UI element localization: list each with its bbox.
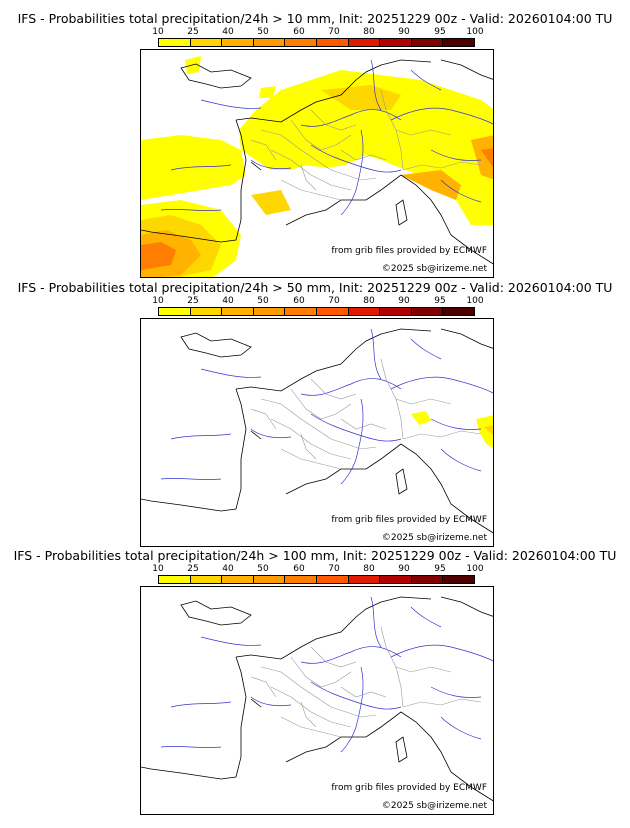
colorbar-swatch [222,576,254,583]
panel-10mm: IFS - Probabilities total precipitation/… [0,12,630,280]
colorbar-swatch [380,39,412,46]
colorbar-tick: 10 [152,564,164,574]
colorbar-tick: 40 [222,296,234,306]
map-svg [141,596,493,802]
colorbar-tick: 40 [222,564,234,574]
colorbar-tick: 95 [434,296,446,306]
colorbar-tick: 25 [187,27,199,37]
colorbar-tick: 60 [293,27,305,37]
colorbar-swatch [253,576,286,583]
colorbar-swatch [159,308,191,315]
colorbar-swatch [190,39,223,46]
map-svg [141,56,493,277]
credit-copyright: ©2025 sb@irizeme.net [381,533,487,543]
colorbar-tick: 100 [466,296,484,306]
panel-100mm: IFS - Probabilities total precipitation/… [0,549,630,817]
colorbar-swatch [443,576,474,583]
colorbar-swatch [253,308,286,315]
colorbar-tick: 100 [466,27,484,37]
colorbar-swatches [158,575,475,584]
colorbar-swatch [316,576,349,583]
colorbar: 10 25 40 50 60 70 80 90 95 100 [152,296,484,326]
colorbar-ticks: 10 25 40 50 60 70 80 90 95 100 [152,27,483,38]
colorbar: 10 25 40 50 60 70 80 90 95 100 [152,564,484,594]
panel-50mm: IFS - Probabilities total precipitation/… [0,281,630,549]
colorbar-swatch [411,308,444,315]
colorbar-tick: 25 [187,564,199,574]
coastline [141,328,493,534]
colorbar-tick: 60 [293,296,305,306]
colorbar-swatch [380,308,412,315]
colorbar-tick: 25 [187,296,199,306]
colorbar-swatch [316,39,349,46]
colorbar-tick: 40 [222,27,234,37]
colorbar-tick: 90 [398,564,410,574]
credit-source: from grib files provided by ECMWF [331,515,487,525]
panel-title: IFS - Probabilities total precipitation/… [13,548,617,563]
colorbar-tick: 80 [363,296,375,306]
colorbar-swatch [443,39,474,46]
colorbar-swatch [285,39,317,46]
colorbar-swatch [190,576,223,583]
borders [250,358,482,470]
colorbar-swatch [159,576,191,583]
colorbar-swatch [411,576,444,583]
colorbar-swatch [222,308,254,315]
colorbar-ticks: 10 25 40 50 60 70 80 90 95 100 [152,564,483,575]
colorbar-swatch [348,39,381,46]
colorbar-tick: 10 [152,296,164,306]
map-svg [141,328,493,534]
rivers [160,328,493,485]
colorbar-tick: 50 [257,564,269,574]
colorbar-tick: 80 [363,564,375,574]
credit-source: from grib files provided by ECMWF [331,246,487,256]
colorbar-tick: 95 [434,27,446,37]
borders [250,89,482,201]
credit-source: from grib files provided by ECMWF [331,783,487,793]
coastline [141,596,493,802]
colorbar-tick: 90 [398,27,410,37]
colorbar-tick: 60 [293,564,305,574]
colorbar-tick: 80 [363,27,375,37]
coastline [141,59,493,265]
colorbar-tick: 95 [434,564,446,574]
colorbar-swatch [443,308,474,315]
colorbar-swatch [411,39,444,46]
rivers [160,59,493,216]
colorbar-tick: 10 [152,27,164,37]
credit-copyright: ©2025 sb@irizeme.net [381,264,487,274]
colorbar-swatch [253,39,286,46]
precip-shading [141,56,493,277]
borders [250,626,482,738]
colorbar-swatch [380,576,412,583]
colorbar-swatch [190,308,223,315]
precip-shading [411,411,493,448]
colorbar-ticks: 10 25 40 50 60 70 80 90 95 100 [152,296,483,307]
forecast-map: from grib files provided by ECMWF ©2025 … [140,49,494,278]
colorbar-tick: 90 [398,296,410,306]
colorbar: 10 25 40 50 60 70 80 90 95 100 [152,27,484,57]
colorbar-swatch [285,576,317,583]
colorbar-swatches [158,38,475,47]
colorbar-swatch [222,39,254,46]
colorbar-swatch [348,308,381,315]
rivers [160,596,493,753]
colorbar-swatch [348,576,381,583]
colorbar-swatch [316,308,349,315]
credit-copyright: ©2025 sb@irizeme.net [381,801,487,811]
colorbar-tick: 70 [328,296,340,306]
colorbar-tick: 50 [257,296,269,306]
colorbar-tick: 70 [328,564,340,574]
colorbar-tick: 70 [328,27,340,37]
forecast-map: from grib files provided by ECMWF ©2025 … [140,318,494,547]
panel-title: IFS - Probabilities total precipitation/… [17,280,613,295]
forecast-map: from grib files provided by ECMWF ©2025 … [140,586,494,815]
colorbar-tick: 100 [466,564,484,574]
colorbar-swatch [285,308,317,315]
colorbar-tick: 50 [257,27,269,37]
panel-title: IFS - Probabilities total precipitation/… [17,11,613,26]
colorbar-swatches [158,307,475,316]
colorbar-swatch [159,39,191,46]
